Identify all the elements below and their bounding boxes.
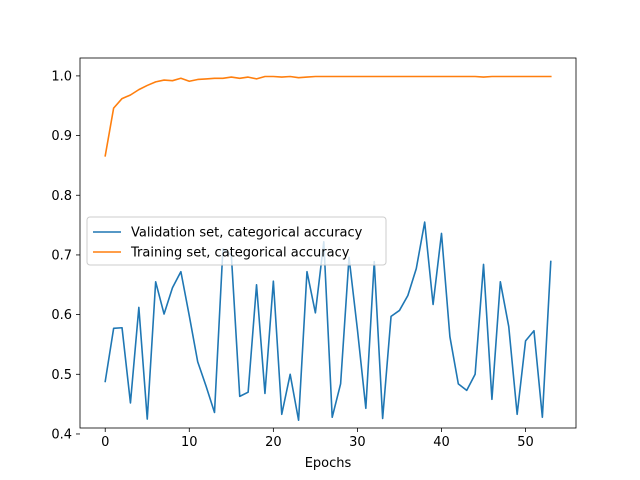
series-layer <box>104 75 552 422</box>
y-tick-label: 1.0 <box>51 69 72 84</box>
axes-layer <box>79 57 577 429</box>
y-tick-label: 0.5 <box>51 368 72 383</box>
x-tick-label: 10 <box>181 435 198 450</box>
legend: Validation set, categorical accuracy Trai… <box>86 216 387 266</box>
plot-frame <box>79 57 577 429</box>
x-tick-label: 50 <box>517 435 534 450</box>
ticks-layer: 0 10 20 30 40 50 0.4 0.5 0.6 0.7 0.8 0.9 1.0 <box>51 69 534 450</box>
y-tick-label: 0.6 <box>51 308 72 323</box>
legend-label: Validation set, categorical accuracy <box>131 226 363 241</box>
y-tick-label: 0.7 <box>51 248 72 263</box>
series-line-training <box>104 75 552 157</box>
y-tick-label: 0.9 <box>51 129 72 144</box>
x-tick-label: 20 <box>265 435 282 450</box>
series-line-validation <box>104 221 552 422</box>
x-tick-label: 0 <box>101 435 109 450</box>
y-tick-label: 0.8 <box>51 189 72 204</box>
legend-label: Training set, categorical accuracy <box>130 246 350 261</box>
x-tick-label: 30 <box>349 435 366 450</box>
y-tick-label: 0.4 <box>51 427 72 442</box>
x-axis-label: Epochs <box>305 456 352 471</box>
x-tick-label: 40 <box>433 435 450 450</box>
legend-box <box>86 216 387 266</box>
